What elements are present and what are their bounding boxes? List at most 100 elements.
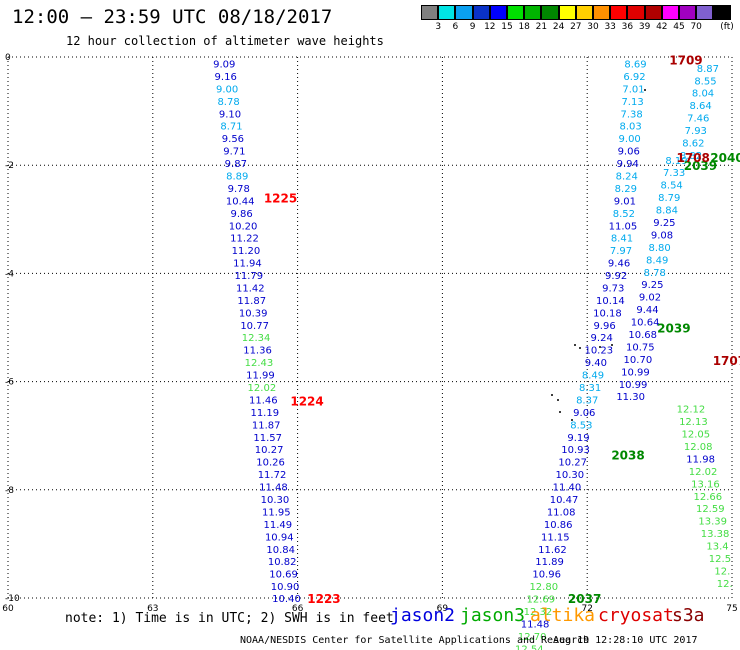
lat-tick-label: -2: [5, 161, 14, 171]
legend-swatch: [524, 5, 542, 20]
swh-value: 11.15: [541, 532, 570, 543]
legend-tick-label: 9: [469, 22, 476, 32]
swh-value: 9.56: [222, 134, 244, 145]
swh-value: 11.89: [535, 557, 564, 568]
swh-value: 11.46: [249, 395, 278, 406]
island-mark: [571, 419, 573, 421]
page-title: 12:00 — 23:59 UTC 08/18/2017: [12, 6, 333, 28]
swh-value: 13.39: [698, 517, 727, 528]
swh-value: 13.16: [691, 479, 720, 490]
swh-value: 11.19: [250, 408, 279, 419]
legend-swatch: [713, 5, 731, 20]
swh-value: 12.66: [694, 492, 723, 503]
swh-value: 8.62: [682, 138, 704, 149]
lon-tick-label: 72: [581, 604, 592, 614]
swh-value: 12.43: [245, 358, 274, 369]
swh-value: 9.08: [651, 230, 673, 241]
swh-value: 12.34: [242, 333, 271, 344]
legend-tick-label: 27: [570, 22, 582, 32]
legend-swatch: [679, 5, 697, 20]
swh-value: 10.86: [544, 520, 573, 531]
legend-swatch: [610, 5, 628, 20]
swh-value: 7.97: [610, 246, 632, 257]
swh-value: 9.25: [653, 218, 675, 229]
lat-tick-label: -6: [5, 378, 14, 388]
legend-swatch: [507, 5, 525, 20]
swh-value: 8.87: [697, 64, 719, 75]
swh-value: 9.86: [230, 209, 252, 220]
swh-value: 10.90: [271, 582, 300, 593]
swh-value: 8.69: [624, 59, 646, 70]
pass-time-label: 1708: [676, 151, 709, 165]
swh-value: 9.02: [639, 293, 661, 304]
island-mark: [599, 346, 601, 348]
swh-value: 9.00: [216, 84, 238, 95]
swh-value: 9.01: [614, 196, 636, 207]
swh-value: 8.64: [689, 101, 711, 112]
swh-value: 8.84: [656, 206, 678, 217]
pass-time-label: 1225: [264, 192, 297, 206]
swh-value: 11.05: [609, 221, 638, 232]
island-mark: [557, 399, 559, 401]
legend-tick-label: 42: [656, 22, 668, 32]
swh-value: 10.94: [265, 532, 294, 543]
swh-value: 12.80: [529, 582, 558, 593]
swh-value: 12.: [717, 579, 733, 590]
legend-swatch: [644, 5, 662, 20]
swh-value: 9.46: [608, 259, 630, 270]
legend-tick-label: 15: [501, 22, 513, 32]
swh-value: 11.87: [237, 296, 266, 307]
pass-time-label: 1709: [669, 54, 702, 68]
swh-value: 12.59: [696, 504, 725, 515]
swh-value: 8.52: [613, 209, 635, 220]
legend-swatch: [575, 5, 593, 20]
satellite-label-s3a: s3a: [672, 605, 705, 626]
swh-value: 10.69: [269, 570, 298, 581]
swh-value: 9.78: [228, 184, 250, 195]
legend-swatch: [558, 5, 576, 20]
swh-value: 12.02: [689, 467, 718, 478]
legend-tick-label: 39: [638, 22, 651, 32]
swh-value: 8.49: [582, 371, 604, 382]
swh-value: 11.49: [263, 520, 292, 531]
page-subtitle: 12 hour collection of altimeter wave hei…: [66, 34, 384, 48]
island-mark: [579, 347, 581, 349]
swh-value: 12.12: [677, 405, 706, 416]
credit-text: NOAA/NESDIS Center for Satellite Applica…: [240, 635, 590, 646]
pass-time-label: 2039: [657, 322, 690, 336]
swh-value: 8.19: [665, 156, 687, 167]
swh-value: 10.47: [550, 495, 579, 506]
swh-value: 12.32: [524, 607, 553, 618]
swh-value: 8.53: [570, 420, 592, 431]
swh-value: 12.70: [518, 632, 547, 643]
swh-value: 10.26: [256, 458, 285, 469]
legend-tick-label: 45: [673, 22, 685, 32]
legend-tick-label: 12: [484, 22, 496, 32]
swh-value: 8.54: [661, 181, 683, 192]
swh-value: 9.92: [605, 271, 627, 282]
swh-value: 8.78: [217, 97, 239, 108]
swh-value: 8.89: [226, 171, 248, 182]
swh-value: 8.03: [620, 122, 642, 133]
swh-value: 9.16: [215, 72, 237, 83]
swh-value: 11.22: [230, 234, 259, 245]
swh-value: 11.87: [252, 420, 281, 431]
swh-value: 12.69: [527, 595, 556, 606]
swh-value: 8.24: [616, 171, 638, 182]
swh-value: 11.08: [547, 507, 576, 518]
swh-value: 9.96: [593, 321, 615, 332]
swh-value: 7.33: [663, 168, 685, 179]
swh-value: 8.55: [694, 76, 716, 87]
swh-value: 11.79: [235, 271, 264, 282]
pass-time-label: 2038: [611, 449, 644, 463]
pass-time-label: 2039: [684, 159, 717, 173]
swh-value: 10.30: [261, 495, 290, 506]
swh-value: 11.40: [553, 483, 582, 494]
timestamp-text: Aug 19 12:28:10 UTC 2017: [553, 635, 698, 646]
pass-time-label: 1223: [307, 592, 340, 606]
swh-value: 11.48: [259, 483, 288, 494]
swh-value: 10.30: [556, 470, 585, 481]
satellite-label-jason3: jason3: [460, 605, 526, 626]
swh-value: 10.27: [255, 445, 284, 456]
swh-value: 9.25: [641, 280, 663, 291]
